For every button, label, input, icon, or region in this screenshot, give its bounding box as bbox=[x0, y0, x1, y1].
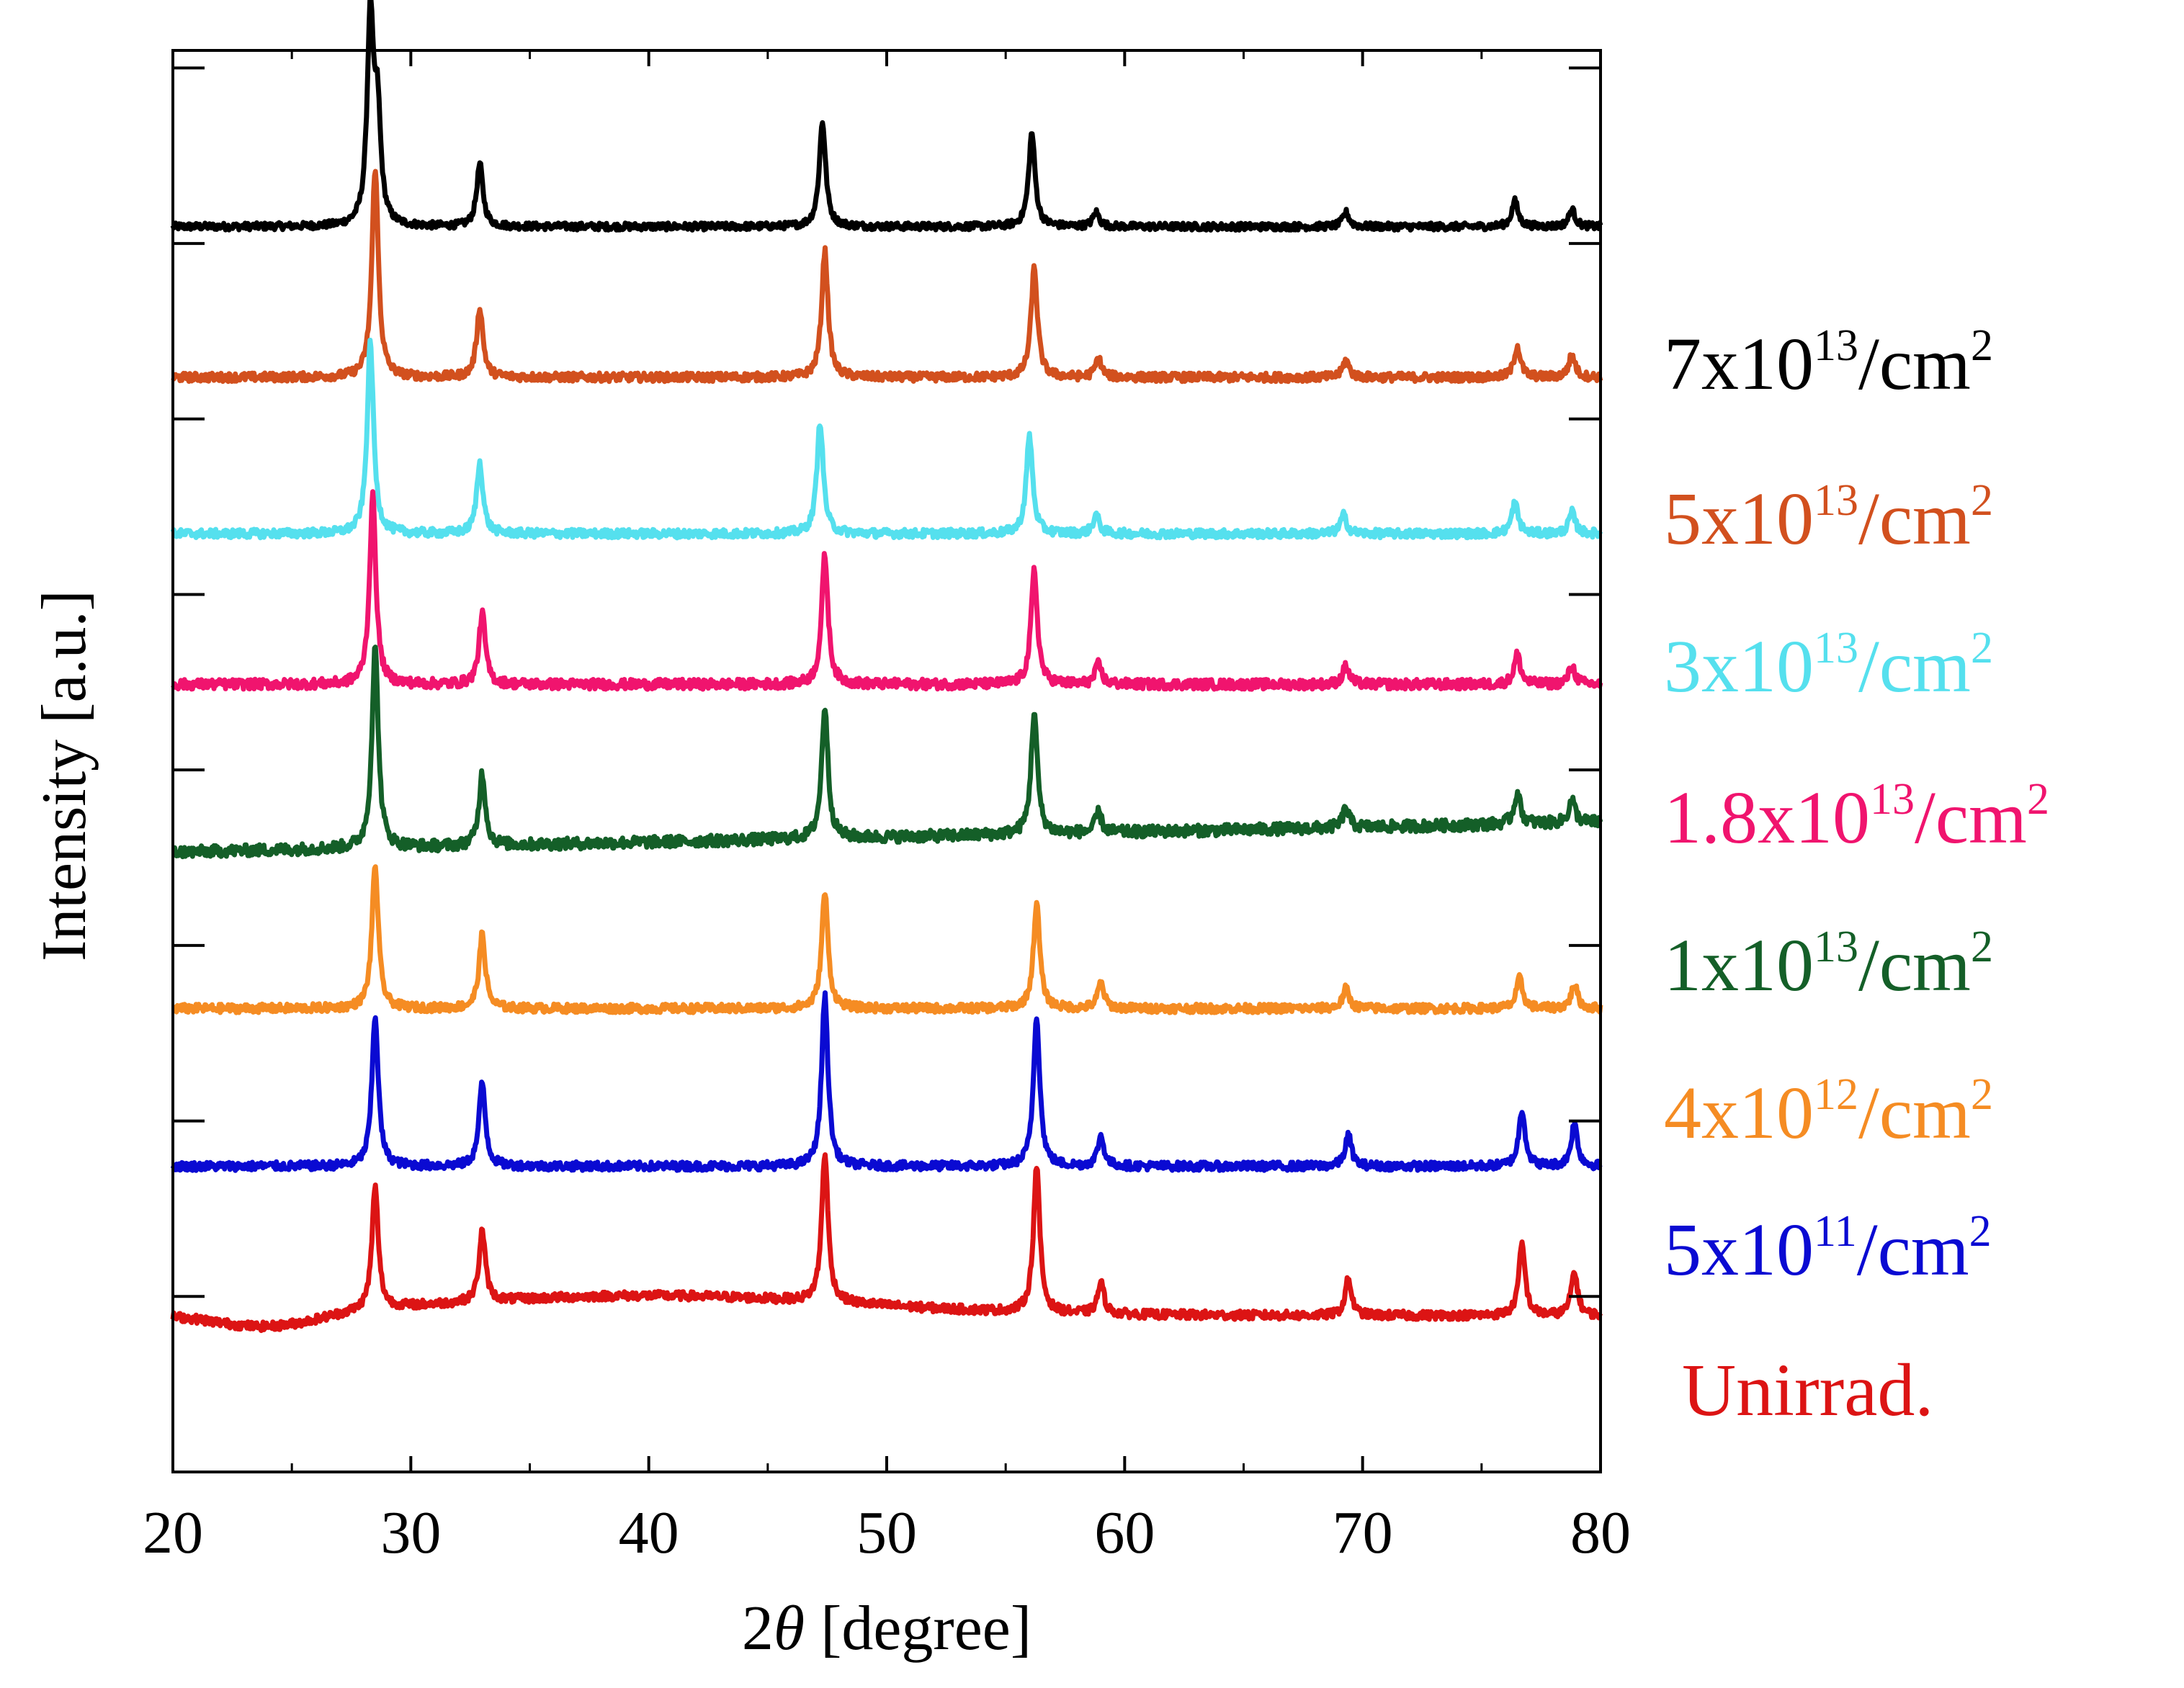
x-axis-label: 2θ [degree] bbox=[742, 1594, 1031, 1664]
legend-label-exp: 13 bbox=[1814, 624, 1858, 673]
legend-label-unit: /cm bbox=[1858, 323, 1971, 405]
legend-label: 5x1011/cm2 bbox=[1664, 1207, 1992, 1291]
legend-label: 1x1013/cm2 bbox=[1664, 922, 1993, 1007]
series-line bbox=[171, 645, 1603, 860]
x-tick-label: 40 bbox=[619, 1499, 679, 1566]
legend-label-unit-exp: 2 bbox=[1971, 1070, 1993, 1119]
legend-label-unit: /cm bbox=[1858, 1072, 1971, 1154]
legend-label-base: 1.8x10 bbox=[1664, 776, 1870, 859]
legend-label-exp: 13 bbox=[1814, 922, 1858, 971]
legend-label: 5x1013/cm2 bbox=[1664, 476, 1993, 560]
traces-group bbox=[170, 0, 1603, 1334]
x-tick-labels: 20 30 40 50 60 70 80 bbox=[143, 1499, 1631, 1566]
x-tick-label: 70 bbox=[1333, 1499, 1393, 1566]
series-line bbox=[170, 1152, 1603, 1334]
x-tick-label: 60 bbox=[1094, 1499, 1155, 1566]
series-line bbox=[170, 337, 1603, 541]
legend-label-exp: 11 bbox=[1814, 1207, 1857, 1256]
legend-label-base: 3x10 bbox=[1664, 625, 1814, 708]
legend-label-exp: 13 bbox=[1814, 476, 1858, 525]
x-tick-label: 30 bbox=[380, 1499, 441, 1566]
legend-label-unit-exp: 2 bbox=[2027, 775, 2049, 824]
series-line bbox=[171, 489, 1603, 692]
legend-label-exp: 13 bbox=[1870, 775, 1915, 824]
legend-label: 3x1013/cm2 bbox=[1664, 624, 1993, 708]
legend-label-unit-exp: 2 bbox=[1969, 1207, 1992, 1256]
legend-label-unit-exp: 2 bbox=[1971, 476, 1993, 525]
legend-label-unit-exp: 2 bbox=[1971, 922, 1993, 971]
legend-label-base: 5x10 bbox=[1664, 1208, 1814, 1291]
y-axis-label: Intensity [a.u.] bbox=[30, 590, 99, 961]
legend-label-base: 5x10 bbox=[1664, 477, 1814, 560]
series-line bbox=[171, 864, 1603, 1015]
legend-label: 7x1013/cm2 bbox=[1664, 321, 1993, 405]
legend-label-base: 7x10 bbox=[1664, 323, 1814, 405]
x-tick-label: 50 bbox=[856, 1499, 917, 1566]
legend-label-base: 4x10 bbox=[1664, 1072, 1814, 1154]
ticks-group bbox=[171, 50, 1602, 1472]
legend-label: Unirrad. bbox=[1682, 1349, 1933, 1432]
legend-label-unit-exp: 2 bbox=[1971, 321, 1993, 370]
x-tick-label: 20 bbox=[143, 1499, 203, 1566]
legend-label-unit: /cm bbox=[1858, 625, 1971, 708]
legend-label: 4x1012/cm2 bbox=[1664, 1070, 1993, 1154]
legend-label-exp: 13 bbox=[1814, 321, 1858, 370]
legend-label-base: Unirrad. bbox=[1682, 1349, 1933, 1432]
legend-label-unit: /cm bbox=[1858, 477, 1971, 560]
legend-label-exp: 12 bbox=[1814, 1070, 1858, 1119]
legend-label-unit-exp: 2 bbox=[1971, 624, 1993, 673]
legend-labels: 7x1013/cm25x1013/cm23x1013/cm21.8x1013/c… bbox=[1664, 321, 2049, 1432]
series-line bbox=[170, 990, 1603, 1173]
series-line bbox=[171, 169, 1603, 385]
legend-label-unit: /cm bbox=[1858, 924, 1971, 1007]
legend-label: 1.8x1013/cm2 bbox=[1664, 775, 2049, 859]
legend-label-base: 1x10 bbox=[1664, 924, 1814, 1007]
x-tick-label: 80 bbox=[1570, 1499, 1631, 1566]
series-line bbox=[170, 0, 1603, 233]
legend-label-unit: /cm bbox=[1915, 776, 2027, 859]
legend-label-unit: /cm bbox=[1857, 1208, 1969, 1291]
